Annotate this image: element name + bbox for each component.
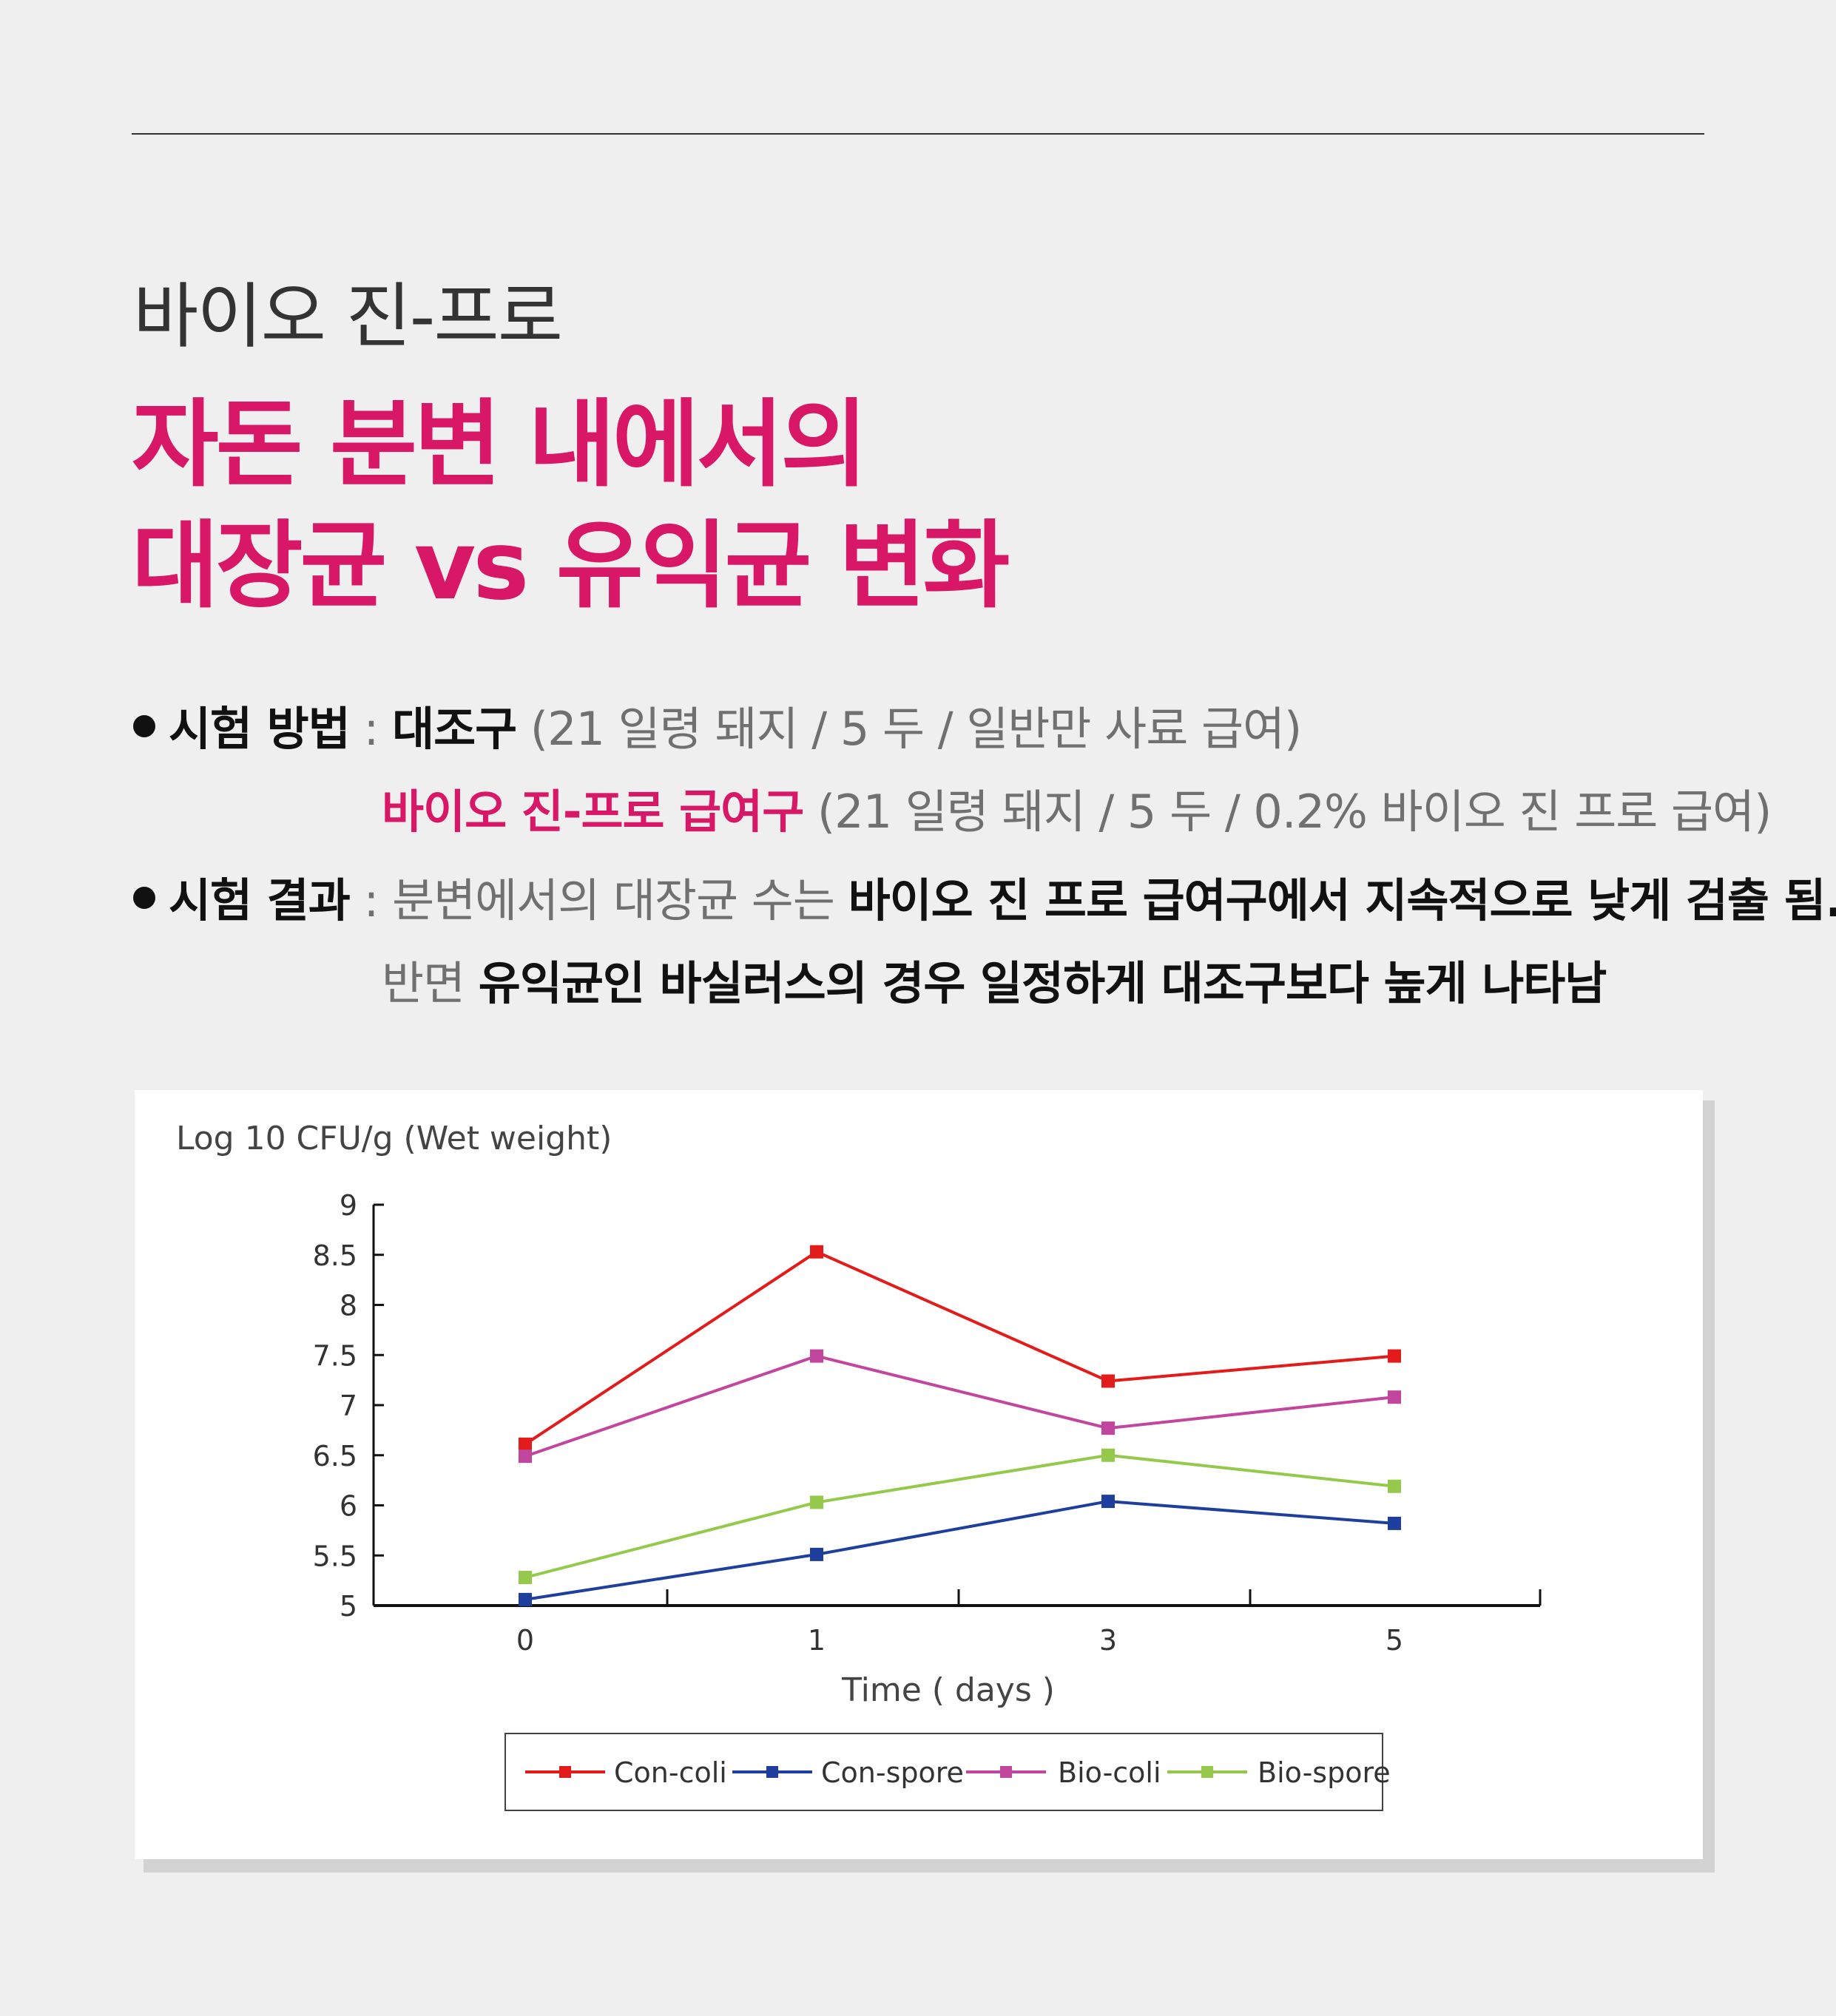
series-line [524, 1250, 1395, 1446]
test-info: 시험 방법 : 대조구 (21 일령 돼지 / 5 두 / 일반만 사료 급여)… [133, 691, 1836, 1029]
x-tick-label: 5 [1386, 1624, 1403, 1657]
y-tick-label: 9 [340, 1189, 357, 1222]
data-point [1101, 1495, 1115, 1509]
series-bio-coli [519, 1349, 1401, 1464]
result-separator: : [349, 873, 393, 927]
line-chart: Log 10 CFU/g (Wet weight) Time ( days ) … [176, 1120, 1542, 1811]
y-tick-label: 7.5 [313, 1339, 357, 1372]
legend-item-con-spore: Con-spore [732, 1756, 964, 1789]
legend-label: Con-spore [821, 1756, 964, 1789]
y-tick-label: 8 [340, 1290, 357, 1322]
series-bio-spore [519, 1448, 1401, 1585]
result-row-2: 반면 유익균인 바실러스의 경우 일정하게 대조구보다 높게 나타남 [133, 946, 1836, 1029]
y-tick-label: 5.5 [313, 1540, 357, 1572]
result-line1-strong: 바이오 진 프로 급여구에서 지속적으로 낮게 검출 됨. [848, 873, 1836, 927]
y-tick-label: 7 [340, 1390, 357, 1422]
series-line [524, 1354, 1395, 1458]
result-label: 시험 결과 [169, 873, 351, 927]
data-point [1388, 1390, 1401, 1404]
data-point [519, 1592, 532, 1606]
result-line1-muted: 분변에서의 대장균 수는 [392, 873, 848, 927]
data-point [519, 1437, 532, 1451]
y-tick-label: 5 [340, 1590, 357, 1623]
product-name: 바이오 진-프로 [133, 275, 563, 358]
legend-label: Con-coli [614, 1756, 727, 1789]
method-label: 시험 방법 [169, 702, 351, 756]
result-line2-muted: 반면 [382, 956, 479, 1010]
legend-marker [1201, 1766, 1213, 1778]
bullet-dot [133, 715, 155, 737]
top-divider [132, 133, 1704, 135]
plot-axes: 5 5.5 6 6.5 7 7.5 8 8.5 9 0 1 3 5 [313, 1189, 1542, 1657]
data-point [810, 1495, 823, 1509]
data-point [519, 1450, 532, 1464]
data-point [1388, 1479, 1401, 1493]
x-tick-label: 3 [1099, 1624, 1117, 1657]
method-row: 시험 방법 : 대조구 (21 일령 돼지 / 5 두 / 일반만 사료 급여) [133, 691, 1836, 774]
chart-card: Log 10 CFU/g (Wet weight) Time ( days ) … [135, 1090, 1703, 1859]
title-line-1: 자돈 분변 내에서의 [132, 390, 868, 500]
legend-label: Bio-spore [1258, 1756, 1391, 1789]
title-line-2: 대장균 vs 유익균 변화 [132, 511, 1010, 621]
treatment-line: 바이오 진-프로 급여구 (21 일령 돼지 / 5 두 / 0.2% 바이오 … [382, 774, 1772, 841]
legend-marker [766, 1766, 778, 1778]
bullet-dot [133, 887, 155, 909]
legend-marker [1000, 1766, 1012, 1778]
x-tick-label: 0 [516, 1624, 534, 1657]
x-tick-label: 1 [808, 1624, 826, 1657]
legend-label: Bio-coli [1058, 1756, 1161, 1789]
data-point [1101, 1448, 1115, 1462]
legend-item-con-coli: Con-coli [525, 1756, 727, 1789]
page-title: 자돈 분변 내에서의 대장균 vs 유익균 변화 [132, 385, 1010, 627]
y-tick-label: 6 [340, 1490, 357, 1523]
legend-item-bio-spore: Bio-spore [1167, 1756, 1391, 1789]
x-axis-label: Time ( days ) [841, 1671, 1055, 1709]
data-point [1388, 1516, 1401, 1530]
result-line-2: 반면 유익균인 바실러스의 경우 일정하게 대조구보다 높게 나타남 [382, 946, 1607, 1012]
data-point [810, 1349, 823, 1363]
legend-item-bio-coli: Bio-coli [966, 1756, 1161, 1789]
y-tick-label: 6.5 [313, 1440, 357, 1472]
method-row-2: 바이오 진-프로 급여구 (21 일령 돼지 / 5 두 / 0.2% 바이오 … [133, 774, 1836, 857]
data-point [519, 1571, 532, 1585]
series-line [524, 1500, 1395, 1601]
data-point [810, 1547, 823, 1561]
data-point [1101, 1421, 1115, 1435]
treatment-group-name: 바이오 진-프로 급여구 [382, 785, 804, 839]
data-point [1388, 1349, 1401, 1363]
result-line2-strong: 유익균인 바실러스의 경우 일정하게 대조구보다 높게 나타남 [478, 956, 1607, 1010]
series-con-spore [519, 1495, 1401, 1606]
y-tick-label: 8.5 [313, 1239, 357, 1272]
method-separator: : [349, 702, 393, 756]
legend-marker [559, 1766, 571, 1778]
data-point [810, 1245, 823, 1259]
treatment-group-detail: (21 일령 돼지 / 5 두 / 0.2% 바이오 진 프로 급여) [803, 785, 1772, 839]
series-line [524, 1453, 1395, 1579]
control-group-detail: (21 일령 돼지 / 5 두 / 일반만 사료 급여) [516, 702, 1302, 756]
control-group-name: 대조구 [392, 702, 517, 756]
legend: Con-coli Con-spore Bio-coli Bio-spore [504, 1733, 1391, 1811]
plot-series [519, 1245, 1401, 1606]
y-axis-label: Log 10 CFU/g (Wet weight) [176, 1120, 612, 1157]
result-row: 시험 결과 : 분변에서의 대장균 수는 바이오 진 프로 급여구에서 지속적으… [133, 863, 1836, 946]
data-point [1101, 1374, 1115, 1388]
series-con-coli [519, 1245, 1401, 1451]
